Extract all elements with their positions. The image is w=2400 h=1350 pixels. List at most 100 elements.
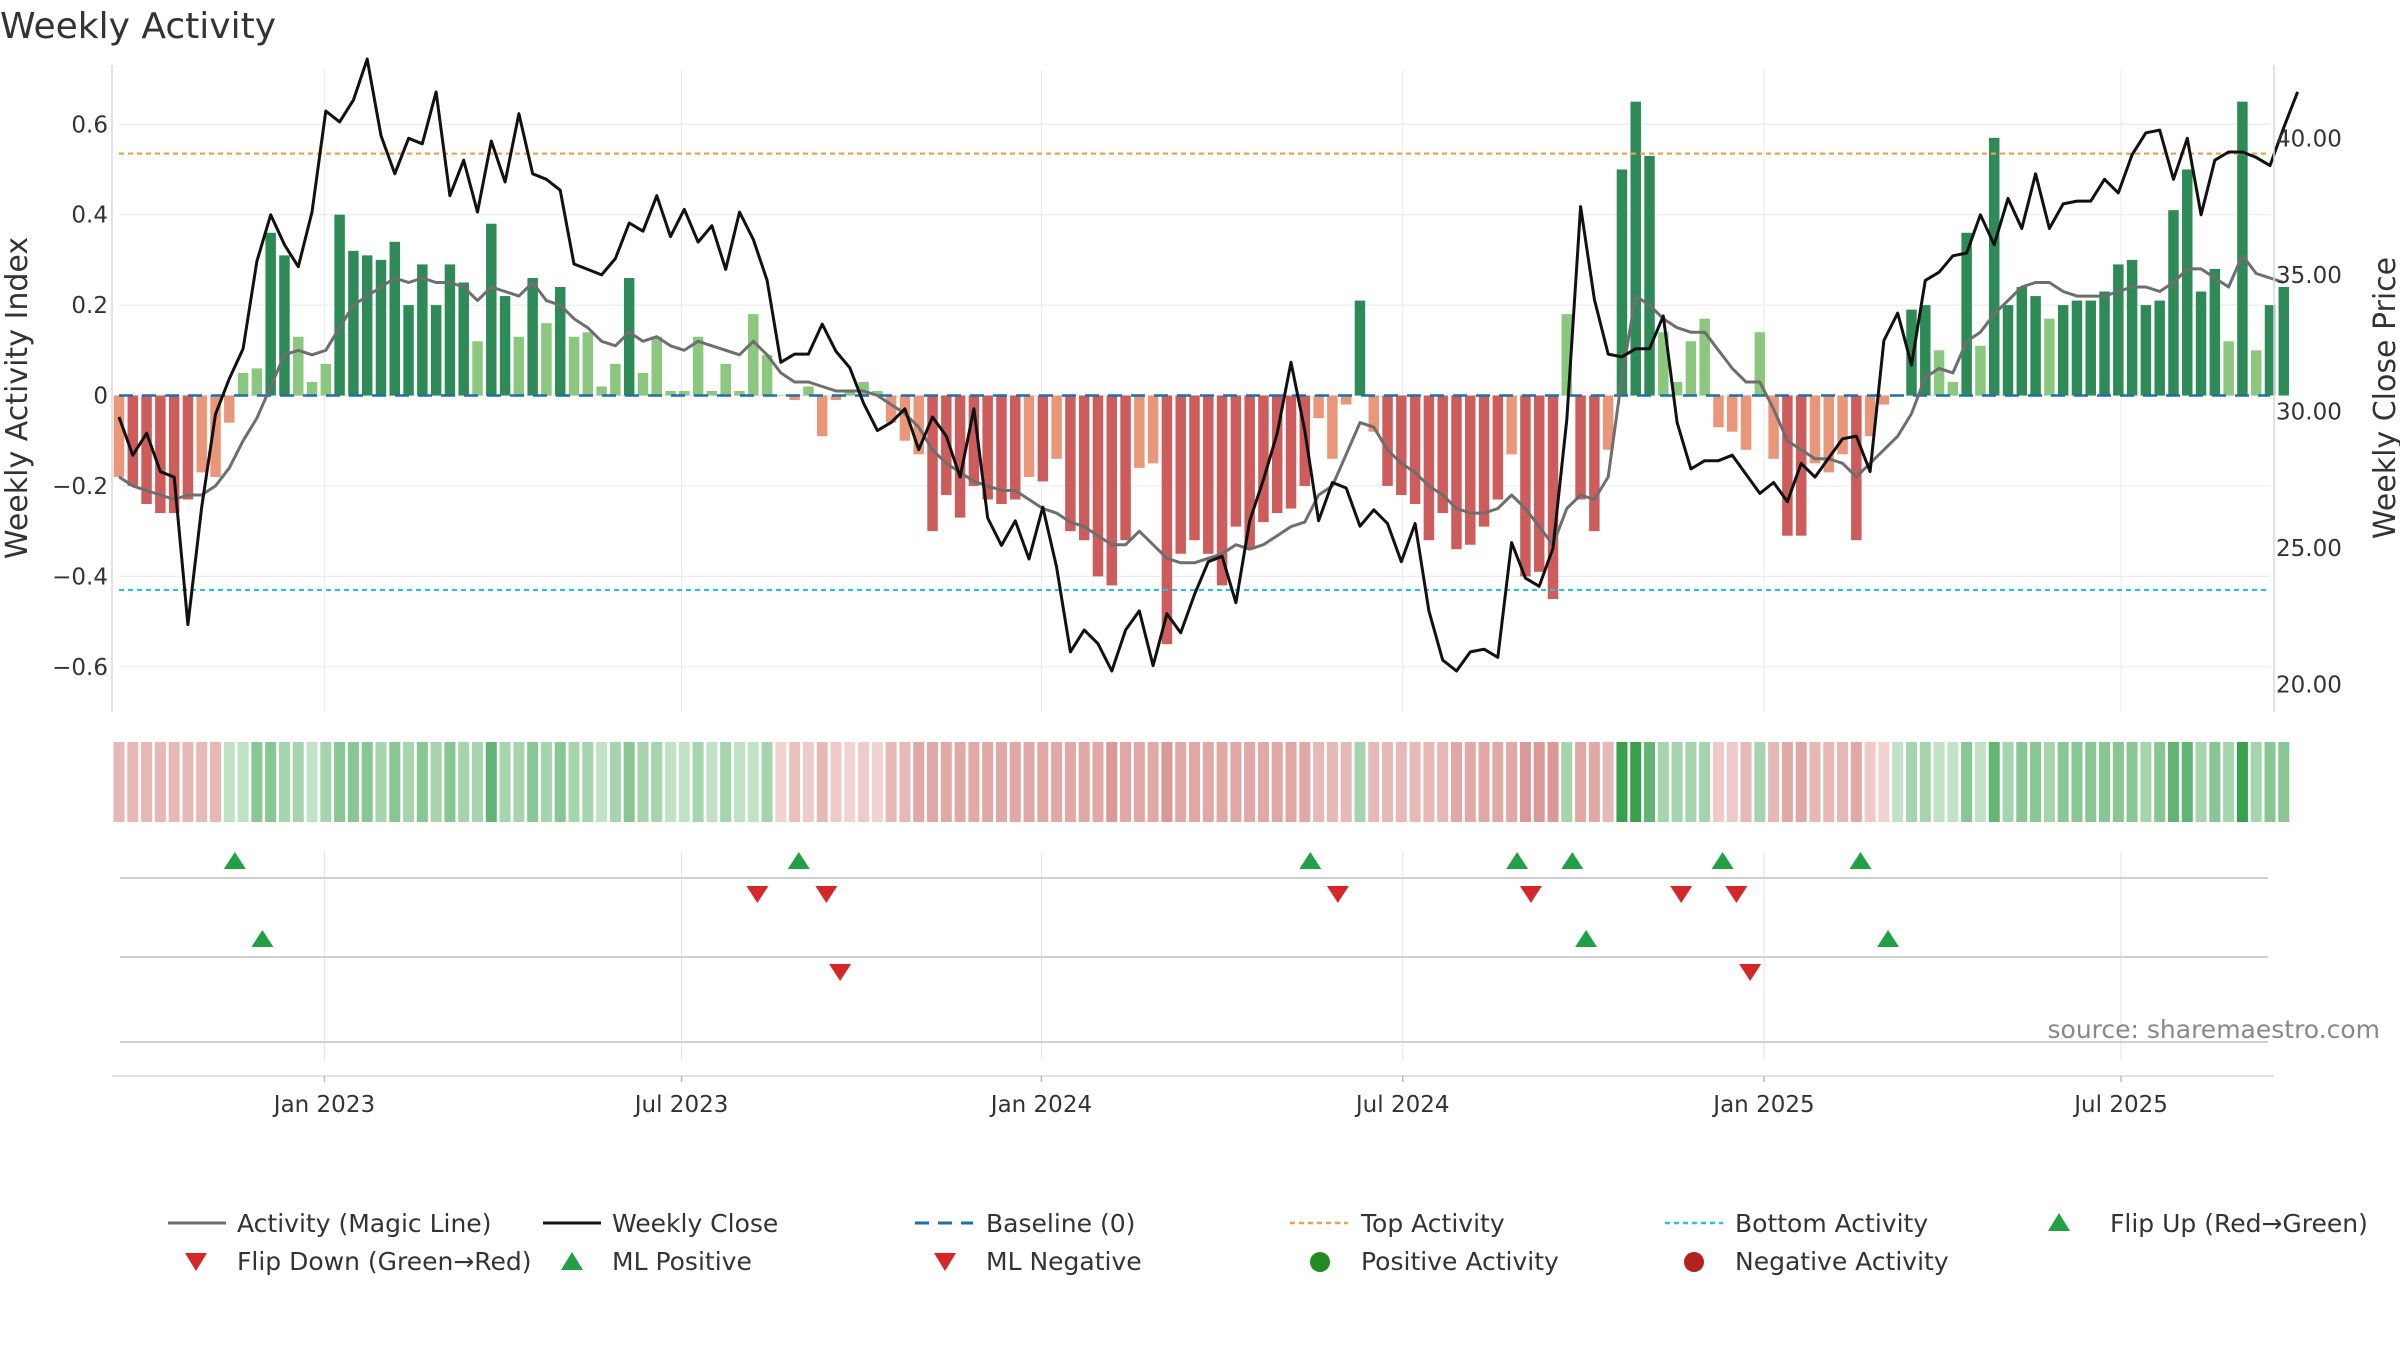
strip-cell [1657,742,1669,822]
activity-bar [2113,264,2124,396]
strip-cell [871,742,883,822]
strip-cell [623,742,635,822]
activity-bar [1382,395,1393,486]
activity-bar [1575,395,1586,500]
activity-bar [1327,395,1338,459]
strip-cell [2195,742,2207,822]
activity-bar [1561,314,1573,396]
strip-cell [2016,742,2028,822]
activity-bar [761,354,773,396]
strip-cell [596,742,608,822]
activity-bar [1658,332,1669,396]
strip-cell [1905,742,1918,822]
activity-bar [127,395,139,486]
activity-bar [224,395,235,423]
activity-bar [1547,395,1559,599]
y-left-axis-label: Weekly Activity Index [0,237,35,559]
activity-bar [1065,395,1076,532]
strip-cell [1492,742,1504,822]
activity-bar [1906,309,1917,396]
strip-cell [830,742,842,822]
strip-cell [858,742,870,822]
legend-baseline: Baseline (0) [986,1209,1135,1238]
strip-cell [885,742,897,822]
activity-bar [1189,395,1200,541]
activity-bar [1837,395,1848,455]
strip-cell [1202,742,1214,822]
strip-cell [196,742,208,822]
activity-bar [1175,395,1186,554]
activity-bar [582,332,594,396]
strip-cell [1368,742,1380,822]
strip-cell [1561,742,1573,822]
strip-cell [761,742,773,822]
ml-negative-marker [829,964,852,981]
activity-bar [1134,395,1145,468]
strip-cell [1809,742,1821,822]
strip-cell [1437,742,1449,822]
activity-bar [2016,287,2028,396]
x-tick-label: Jul 2023 [633,1092,729,1118]
activity-bar [2264,305,2276,396]
strip-cell [899,742,911,822]
ml-positive-marker [1575,930,1598,947]
strip-cell [1423,742,1435,822]
strip-cell [678,742,690,822]
strip-cell [1988,742,2000,822]
activity-bar [1782,395,1793,536]
strip-cell [499,742,511,822]
y-left-tick-label: 0.4 [71,203,108,229]
strip-cell [2043,742,2055,822]
strip-cell [251,742,263,822]
strip-cell [1892,742,1904,822]
activity-bar [1423,395,1435,541]
strip-cell [775,742,787,822]
strip-cell [1257,742,1269,822]
activity-bar [2278,287,2290,396]
activity-bar [1699,318,1710,396]
strip-cell [995,742,1007,822]
strip-cell [1478,742,1490,822]
y-left-tick-label: 0.6 [71,112,108,138]
activity-bar [1685,341,1697,396]
strip-cell [1133,742,1145,822]
strip-cell [554,742,566,822]
strip-cell [430,742,442,822]
activity-bar [1299,395,1311,486]
activity-bar [2237,101,2248,396]
strip-cell [1547,742,1559,822]
activity-bar [2223,341,2234,396]
y-left-tick-label: −0.4 [52,564,108,590]
flip-down-marker [1326,886,1349,903]
strip-cell [1230,742,1242,822]
activity-bar [1671,381,1683,396]
strip-cell [320,742,332,822]
strip-cell [1120,742,1132,822]
strip-cell [1244,742,1256,822]
activity-bar [982,395,993,500]
strip-cell [747,742,759,822]
activity-bar [1920,305,1931,396]
activity-bar [596,386,607,396]
strip-cell [458,742,470,822]
activity-bar [458,282,469,396]
activity-bars [113,101,2290,645]
activity-bar [1230,395,1242,527]
flip-down-marker [746,886,769,903]
activity-bar [1975,345,1986,396]
strip-cell [403,742,415,822]
legend-magic-line: Activity (Magic Line) [237,1209,491,1238]
strip-cell [940,742,952,822]
activity-bar [2071,300,2083,396]
x-tick-label: Jul 2025 [2072,1092,2168,1118]
activity-bar [320,363,332,396]
strip-cell [2099,742,2111,822]
activity-bar [486,223,497,396]
activity-bar [472,341,483,396]
flip-down-marker [815,886,838,903]
activity-bar [1368,395,1379,432]
y-right-axis-label: Weekly Close Price [2368,257,2400,539]
activity-bar [858,381,869,396]
strip-cell [278,742,290,822]
